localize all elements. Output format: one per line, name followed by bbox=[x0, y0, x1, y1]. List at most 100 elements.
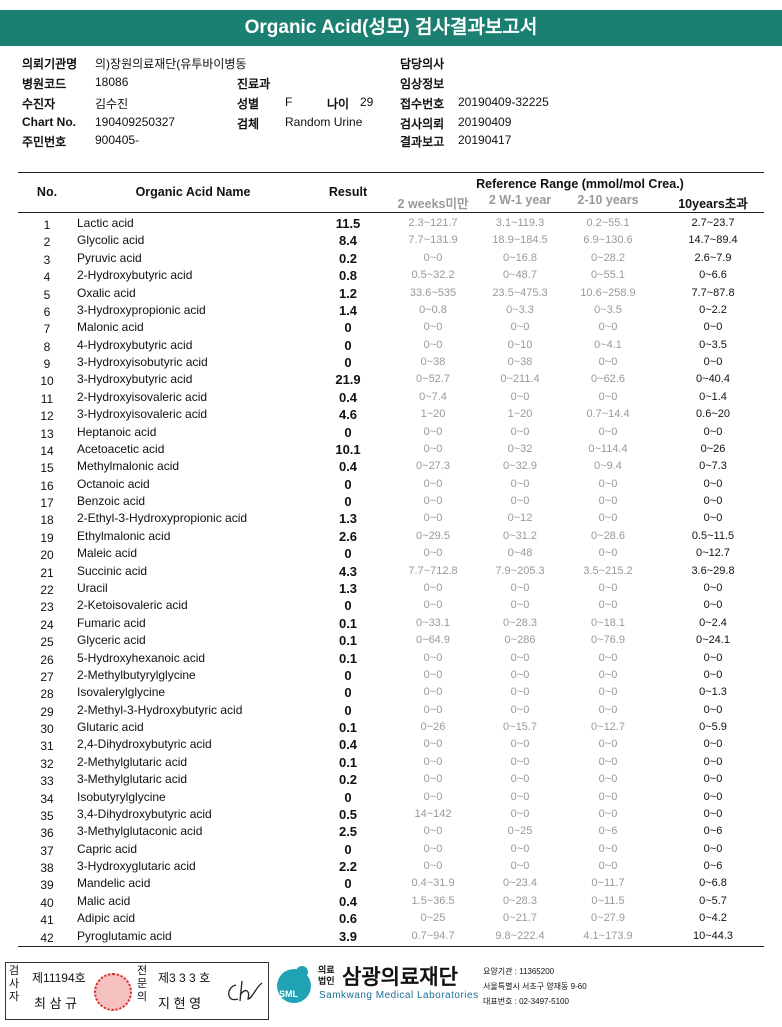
report-title: Organic Acid(성모) 검사결과보고서 bbox=[0, 10, 782, 46]
row-number: 5 bbox=[43, 287, 51, 302]
row-number: 17 bbox=[40, 496, 54, 511]
row-number: 3 bbox=[43, 252, 51, 267]
reference-range: 0~38 bbox=[420, 356, 446, 369]
row-number: 31 bbox=[40, 739, 54, 754]
reference-range: 9.8~222.4 bbox=[495, 929, 545, 942]
result: 1.3 bbox=[338, 580, 358, 596]
reference-range: 0~0 bbox=[598, 807, 618, 820]
reference-range: 0~0 bbox=[598, 321, 618, 334]
info-label: 접수번호 bbox=[400, 97, 445, 111]
reference-range: 0.2~55.1 bbox=[586, 217, 630, 229]
row-number: 23 bbox=[40, 600, 54, 615]
reference-range: 0~0 bbox=[703, 807, 723, 820]
reference-range: 0~0 bbox=[510, 651, 530, 664]
reference-range: 0~0 bbox=[703, 599, 723, 612]
reference-range: 0~0 bbox=[598, 477, 618, 490]
reference-range: 0~7.3 bbox=[699, 460, 727, 473]
acid-name: 4-Hydroxybutyric acid bbox=[77, 337, 193, 352]
result: 0.4 bbox=[338, 389, 358, 405]
result: 0 bbox=[344, 494, 352, 510]
result: 0.1 bbox=[338, 754, 358, 770]
reference-range: 0~0 bbox=[423, 599, 443, 612]
acid-name: 2-Hydroxybutyric acid bbox=[77, 268, 193, 283]
table-rule bbox=[18, 946, 764, 947]
row-number: 21 bbox=[40, 565, 54, 580]
reference-range: 0~32.9 bbox=[503, 460, 537, 473]
reference-range: 2.3~121.7 bbox=[408, 217, 458, 229]
reference-range: 0~11.5 bbox=[591, 894, 625, 907]
range-header: 2 W-1 year bbox=[488, 193, 552, 207]
reference-range: 0~3.3 bbox=[506, 303, 534, 316]
reference-range: 0~3.5 bbox=[594, 303, 622, 316]
org-name: 삼광의료재단 bbox=[342, 966, 458, 989]
row-number: 6 bbox=[43, 304, 51, 319]
acid-name: Capric acid bbox=[77, 841, 138, 856]
acid-name: Benzoic acid bbox=[77, 494, 146, 509]
acid-name: 3,4-Dihydroxybutyric acid bbox=[77, 806, 212, 821]
reference-range: 0~0 bbox=[510, 842, 530, 855]
reference-range: 0~21.7 bbox=[503, 912, 537, 925]
row-number: 34 bbox=[40, 791, 54, 806]
reference-range: 0~1.3 bbox=[699, 686, 727, 699]
reference-range: 33.6~535 bbox=[409, 286, 457, 299]
reference-range: 0~0 bbox=[423, 686, 443, 699]
reference-range: 0~0 bbox=[423, 703, 443, 716]
acid-name: 2-Ethyl-3-Hydroxypropionic acid bbox=[77, 511, 248, 526]
reference-range: 0~0 bbox=[703, 668, 723, 681]
reference-range: 0~0 bbox=[510, 807, 530, 820]
reference-range: 0~5.9 bbox=[699, 721, 727, 734]
reference-range: 0~0 bbox=[510, 773, 530, 786]
result: 10.1 bbox=[335, 441, 361, 457]
reference-range: 18.9~184.5 bbox=[492, 234, 548, 247]
row-number: 2 bbox=[43, 235, 51, 250]
sign-label: 검사자 bbox=[9, 965, 20, 1003]
column-header: Reference Range (mmol/mol Crea.) bbox=[476, 177, 684, 191]
reference-range: 0~0 bbox=[510, 686, 530, 699]
reference-range: 0~76.9 bbox=[591, 634, 625, 647]
reference-range: 0~12.7 bbox=[696, 547, 730, 560]
org-address: 서울특별시 서초구 양재동 9-60 bbox=[483, 982, 587, 991]
row-number: 11 bbox=[40, 391, 54, 406]
reference-range: 0~23.4 bbox=[503, 877, 537, 890]
reference-range: 0~6 bbox=[703, 860, 723, 873]
signer-name: 최 삼 규 bbox=[34, 996, 78, 1011]
reference-range: 0~4.1 bbox=[594, 338, 622, 351]
row-number: 20 bbox=[40, 548, 54, 563]
row-number: 7 bbox=[43, 322, 51, 337]
reference-range: 1~20 bbox=[507, 408, 533, 421]
reference-range: 0~7.4 bbox=[419, 390, 447, 403]
acid-name: 2-Methylbutyrylglycine bbox=[77, 667, 196, 682]
result: 0.4 bbox=[338, 893, 358, 909]
acid-name: Pyruvic acid bbox=[77, 250, 142, 265]
row-number: 33 bbox=[40, 774, 54, 789]
reference-range: 0~64.9 bbox=[416, 634, 450, 647]
acid-name: 2,4-Dihydroxybutyric acid bbox=[77, 737, 212, 752]
reference-range: 0~11.7 bbox=[591, 877, 625, 890]
reference-range: 0~24.1 bbox=[696, 634, 730, 647]
acid-name: Maleic acid bbox=[77, 546, 138, 561]
reference-range: 0~32 bbox=[507, 442, 533, 455]
reference-range: 0~0 bbox=[510, 477, 530, 490]
sign-label: 전문의 bbox=[137, 965, 148, 1003]
reference-range: 0.7~94.7 bbox=[411, 929, 455, 942]
result: 2.2 bbox=[338, 859, 358, 875]
row-number: 9 bbox=[43, 357, 51, 372]
result: 0.6 bbox=[338, 911, 358, 927]
column-header: Organic Acid Name bbox=[135, 185, 251, 199]
reference-range: 0~114.4 bbox=[588, 442, 628, 455]
info-label: Chart No. bbox=[22, 115, 76, 129]
reference-range: 0~0 bbox=[423, 842, 443, 855]
acid-name: Fumaric acid bbox=[77, 615, 146, 630]
row-number: 30 bbox=[40, 722, 54, 737]
info-label: 나이 bbox=[327, 97, 350, 111]
reference-range: 0~0 bbox=[423, 442, 443, 455]
reference-range: 0~55.1 bbox=[591, 269, 625, 282]
reference-range: 0~0 bbox=[598, 495, 618, 508]
reference-range: 0~28.6 bbox=[591, 529, 625, 542]
reference-range: 0~0 bbox=[703, 477, 723, 490]
reference-range: 7.7~131.9 bbox=[408, 234, 458, 247]
reference-range: 0~52.7 bbox=[416, 373, 450, 386]
acid-name: 3-Hydroxyisobutyric acid bbox=[77, 355, 208, 370]
info-value: Random Urine bbox=[285, 115, 363, 129]
reference-range: 0~0 bbox=[598, 790, 618, 803]
